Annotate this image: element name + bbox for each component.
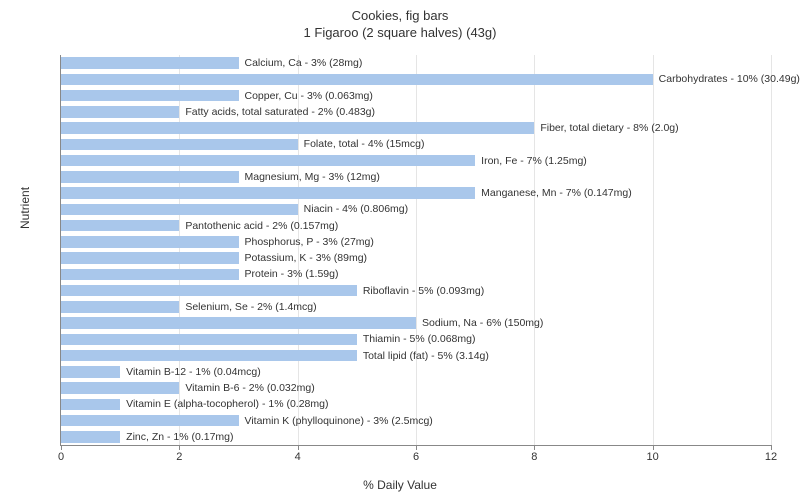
x-tick xyxy=(653,445,654,450)
nutrient-bar-label: Thiamin - 5% (0.068mg) xyxy=(363,334,476,345)
gridline xyxy=(771,55,772,445)
nutrient-bar-label: Magnesium, Mg - 3% (12mg) xyxy=(245,172,380,183)
x-tick-label: 10 xyxy=(647,451,659,463)
nutrient-bar xyxy=(61,431,120,443)
nutrient-bar-label: Zinc, Zn - 1% (0.17mg) xyxy=(126,432,233,443)
x-tick-label: 4 xyxy=(295,451,301,463)
nutrient-bar-label: Total lipid (fat) - 5% (3.14g) xyxy=(363,351,489,362)
nutrient-bar xyxy=(61,252,239,264)
nutrient-bar xyxy=(61,57,239,69)
nutrient-bar xyxy=(61,236,239,248)
gridline xyxy=(416,55,417,445)
nutrient-bar xyxy=(61,334,357,346)
nutrient-bar xyxy=(61,171,239,183)
nutrient-bar-label: Vitamin K (phylloquinone) - 3% (2.5mcg) xyxy=(245,416,433,427)
nutrient-bar xyxy=(61,366,120,378)
nutrient-bar-label: Protein - 3% (1.59g) xyxy=(245,269,339,280)
nutrient-bar xyxy=(61,139,298,151)
nutrient-bar xyxy=(61,106,179,118)
nutrient-bar-label: Copper, Cu - 3% (0.063mg) xyxy=(245,91,373,102)
nutrient-bar-label: Calcium, Ca - 3% (28mg) xyxy=(245,58,363,69)
nutrient-bar xyxy=(61,317,416,329)
nutrient-bar-label: Fiber, total dietary - 8% (2.0g) xyxy=(540,123,678,134)
nutrient-bar-label: Vitamin B-12 - 1% (0.04mcg) xyxy=(126,367,261,378)
nutrient-bar xyxy=(61,285,357,297)
nutrient-bar-label: Selenium, Se - 2% (1.4mcg) xyxy=(185,302,316,313)
x-tick xyxy=(298,445,299,450)
nutrient-bar xyxy=(61,350,357,362)
nutrient-bar xyxy=(61,155,475,167)
nutrient-bar xyxy=(61,301,179,313)
nutrient-bar xyxy=(61,269,239,281)
nutrient-chart: Cookies, fig bars 1 Figaroo (2 square ha… xyxy=(0,0,800,500)
nutrient-bar-label: Fatty acids, total saturated - 2% (0.483… xyxy=(185,107,375,118)
y-axis-label: Nutrient xyxy=(18,187,32,229)
nutrient-bar xyxy=(61,187,475,199)
nutrient-bar-label: Phosphorus, P - 3% (27mg) xyxy=(245,237,374,248)
nutrient-bar-label: Folate, total - 4% (15mcg) xyxy=(304,139,425,150)
plot-area: 024681012Calcium, Ca - 3% (28mg)Carbohyd… xyxy=(60,55,771,446)
nutrient-bar xyxy=(61,74,653,86)
x-tick xyxy=(534,445,535,450)
x-tick xyxy=(771,445,772,450)
x-tick xyxy=(416,445,417,450)
title-line1: Cookies, fig bars xyxy=(352,8,449,23)
nutrient-bar xyxy=(61,220,179,232)
nutrient-bar-label: Sodium, Na - 6% (150mg) xyxy=(422,318,543,329)
nutrient-bar-label: Manganese, Mn - 7% (0.147mg) xyxy=(481,188,632,199)
nutrient-bar xyxy=(61,382,179,394)
nutrient-bar-label: Potassium, K - 3% (89mg) xyxy=(245,253,368,264)
nutrient-bar-label: Pantothenic acid - 2% (0.157mg) xyxy=(185,221,338,232)
nutrient-bar-label: Vitamin B-6 - 2% (0.032mg) xyxy=(185,383,314,394)
chart-title: Cookies, fig bars 1 Figaroo (2 square ha… xyxy=(0,0,800,42)
x-tick xyxy=(61,445,62,450)
nutrient-bar xyxy=(61,90,239,102)
x-tick-label: 0 xyxy=(58,451,64,463)
nutrient-bar-label: Carbohydrates - 10% (30.49g) xyxy=(659,74,800,85)
nutrient-bar-label: Iron, Fe - 7% (1.25mg) xyxy=(481,156,587,167)
x-tick-label: 2 xyxy=(176,451,182,463)
nutrient-bar xyxy=(61,204,298,216)
gridline xyxy=(653,55,654,445)
gridline xyxy=(534,55,535,445)
x-tick-label: 6 xyxy=(413,451,419,463)
x-axis-label: % Daily Value xyxy=(0,478,800,492)
nutrient-bar-label: Riboflavin - 5% (0.093mg) xyxy=(363,286,484,297)
x-tick-label: 8 xyxy=(531,451,537,463)
nutrient-bar xyxy=(61,399,120,411)
gridline xyxy=(179,55,180,445)
nutrient-bar xyxy=(61,122,534,134)
nutrient-bar xyxy=(61,415,239,427)
nutrient-bar-label: Vitamin E (alpha-tocopherol) - 1% (0.28m… xyxy=(126,399,328,410)
title-line2: 1 Figaroo (2 square halves) (43g) xyxy=(304,25,497,40)
x-tick-label: 12 xyxy=(765,451,777,463)
x-tick xyxy=(179,445,180,450)
nutrient-bar-label: Niacin - 4% (0.806mg) xyxy=(304,204,408,215)
